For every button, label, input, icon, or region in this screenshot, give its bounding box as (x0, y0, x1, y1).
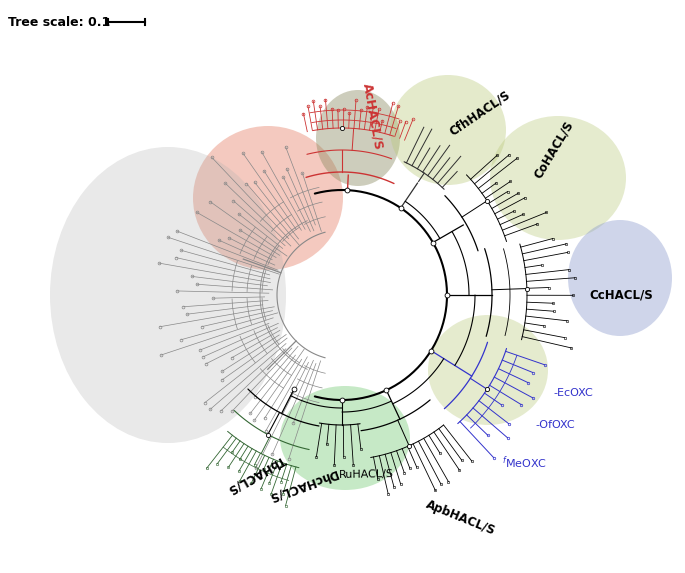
Ellipse shape (193, 126, 343, 270)
Text: CfhHACL/S: CfhHACL/S (447, 89, 513, 139)
Ellipse shape (390, 75, 506, 185)
Text: AcHACL/S: AcHACL/S (360, 81, 385, 151)
Text: TbHACL/S: TbHACL/S (226, 453, 288, 496)
Ellipse shape (50, 147, 286, 443)
Ellipse shape (280, 386, 410, 490)
Text: ApbHACL/S: ApbHACL/S (424, 497, 497, 537)
Ellipse shape (490, 116, 626, 240)
Text: Tree scale: 0.1: Tree scale: 0.1 (8, 16, 110, 29)
Ellipse shape (316, 90, 400, 186)
Text: -EcOXC: -EcOXC (553, 388, 593, 398)
Ellipse shape (568, 220, 672, 336)
Ellipse shape (428, 315, 548, 425)
Text: DhcHACL/S: DhcHACL/S (266, 467, 339, 504)
Text: CcHACL/S: CcHACL/S (589, 288, 653, 301)
Text: $^{f}$MeOXC: $^{f}$MeOXC (502, 454, 547, 471)
Text: RuHACL/S: RuHACL/S (339, 469, 394, 480)
Text: -OfOXC: -OfOXC (535, 420, 575, 430)
Text: CoHACL/S: CoHACL/S (532, 119, 576, 181)
